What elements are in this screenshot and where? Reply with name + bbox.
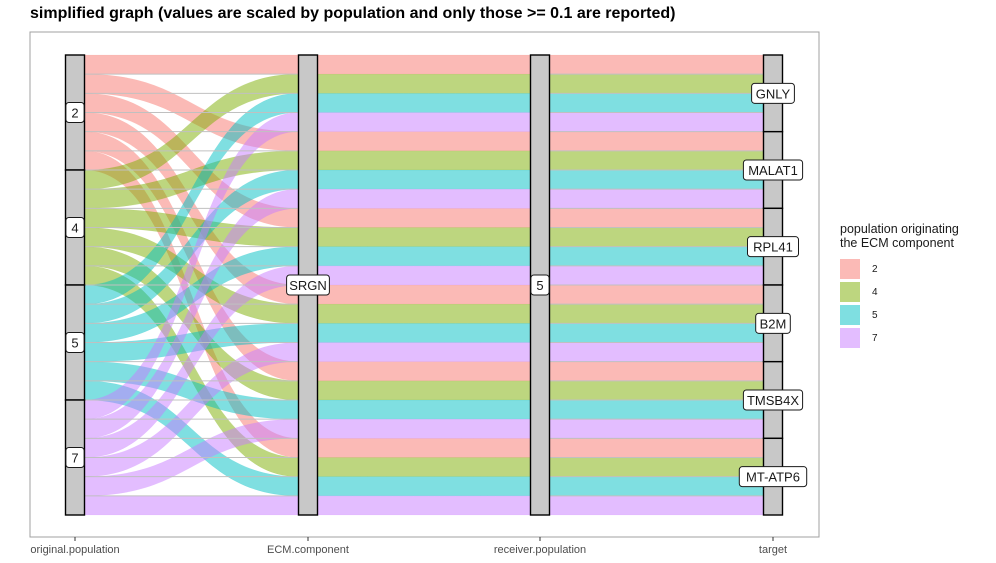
label-box <box>65 102 85 123</box>
legend-key <box>840 305 860 325</box>
stratum-label: MT-ATP6 <box>738 466 808 488</box>
stratum-label-text: MALAT1 <box>748 163 798 178</box>
legend-item: 4 <box>840 279 990 302</box>
label-box <box>286 274 330 296</box>
legend-label: 7 <box>872 333 878 344</box>
label-box <box>742 159 804 181</box>
stratum-label-text: 4 <box>71 221 78 236</box>
label-box <box>747 236 799 258</box>
stratum-label: RPL41 <box>747 236 799 258</box>
label-box <box>65 217 85 238</box>
legend-label: 2 <box>872 264 878 275</box>
label-box <box>65 332 85 353</box>
legend-title: population originating the ECM component <box>840 222 990 250</box>
legend-item: 2 <box>840 256 990 279</box>
x-tick-label: receiver.population <box>494 544 586 556</box>
stratum-label: GNLY <box>751 82 795 104</box>
stratum-label: B2M <box>755 312 791 334</box>
legend-items: 2 4 5 7 <box>840 256 990 348</box>
legend-title-line: the ECM component <box>840 236 954 250</box>
label-box <box>65 447 85 468</box>
legend-item: 7 <box>840 325 990 348</box>
stratum-label: MALAT1 <box>742 159 804 181</box>
label-box <box>530 274 550 296</box>
label-box <box>755 312 791 334</box>
label-box <box>751 82 795 104</box>
label-layer: 2 4 5 7 SRGN 5 GNLY MALAT1 RPL41 B2M TMSB4X MT-ATP6 <box>65 82 808 488</box>
stratum-label: 5 <box>530 274 550 296</box>
stratum-label-text: 7 <box>71 451 78 466</box>
stratum-label-text: 2 <box>71 106 78 121</box>
stratum-label: 5 <box>65 332 85 353</box>
stratum-label: 4 <box>65 217 85 238</box>
x-tick-label: original.population <box>30 544 119 556</box>
x-tick-label: ECM.component <box>267 544 349 556</box>
flow-ribbon <box>84 495 764 516</box>
label-box <box>742 389 804 411</box>
stratum-label-text: RPL41 <box>753 240 793 255</box>
legend-title-line: population originating <box>840 222 959 236</box>
legend: population originating the ECM component … <box>840 222 990 348</box>
label-box <box>738 466 808 488</box>
stratum-label: 7 <box>65 447 85 468</box>
legend-item: 5 <box>840 302 990 325</box>
legend-key <box>840 328 860 348</box>
stratum-label: 2 <box>65 102 85 123</box>
flow <box>84 495 764 516</box>
stratum-label-text: TMSB4X <box>747 393 799 408</box>
x-axis: original.population ECM.component receiver… <box>30 537 787 556</box>
stratum-label-text: B2M <box>760 316 787 331</box>
stratum-label: TMSB4X <box>742 389 804 411</box>
legend-label: 4 <box>872 287 878 298</box>
chart-title: simplified graph (values are scaled by p… <box>30 5 676 22</box>
stratum-label-text: MT-ATP6 <box>746 470 800 485</box>
flow <box>84 54 764 75</box>
flow-ribbon <box>84 54 764 75</box>
legend-key <box>840 259 860 279</box>
stratum-label-text: 5 <box>71 336 78 351</box>
legend-label: 5 <box>872 310 878 321</box>
x-tick-label: target <box>759 544 787 556</box>
stratum-label-text: SRGN <box>289 278 327 293</box>
stratum-label: SRGN <box>286 274 330 296</box>
stratum-label-text: 5 <box>536 278 543 293</box>
stratum-label-text: GNLY <box>756 86 791 101</box>
legend-key <box>840 282 860 302</box>
